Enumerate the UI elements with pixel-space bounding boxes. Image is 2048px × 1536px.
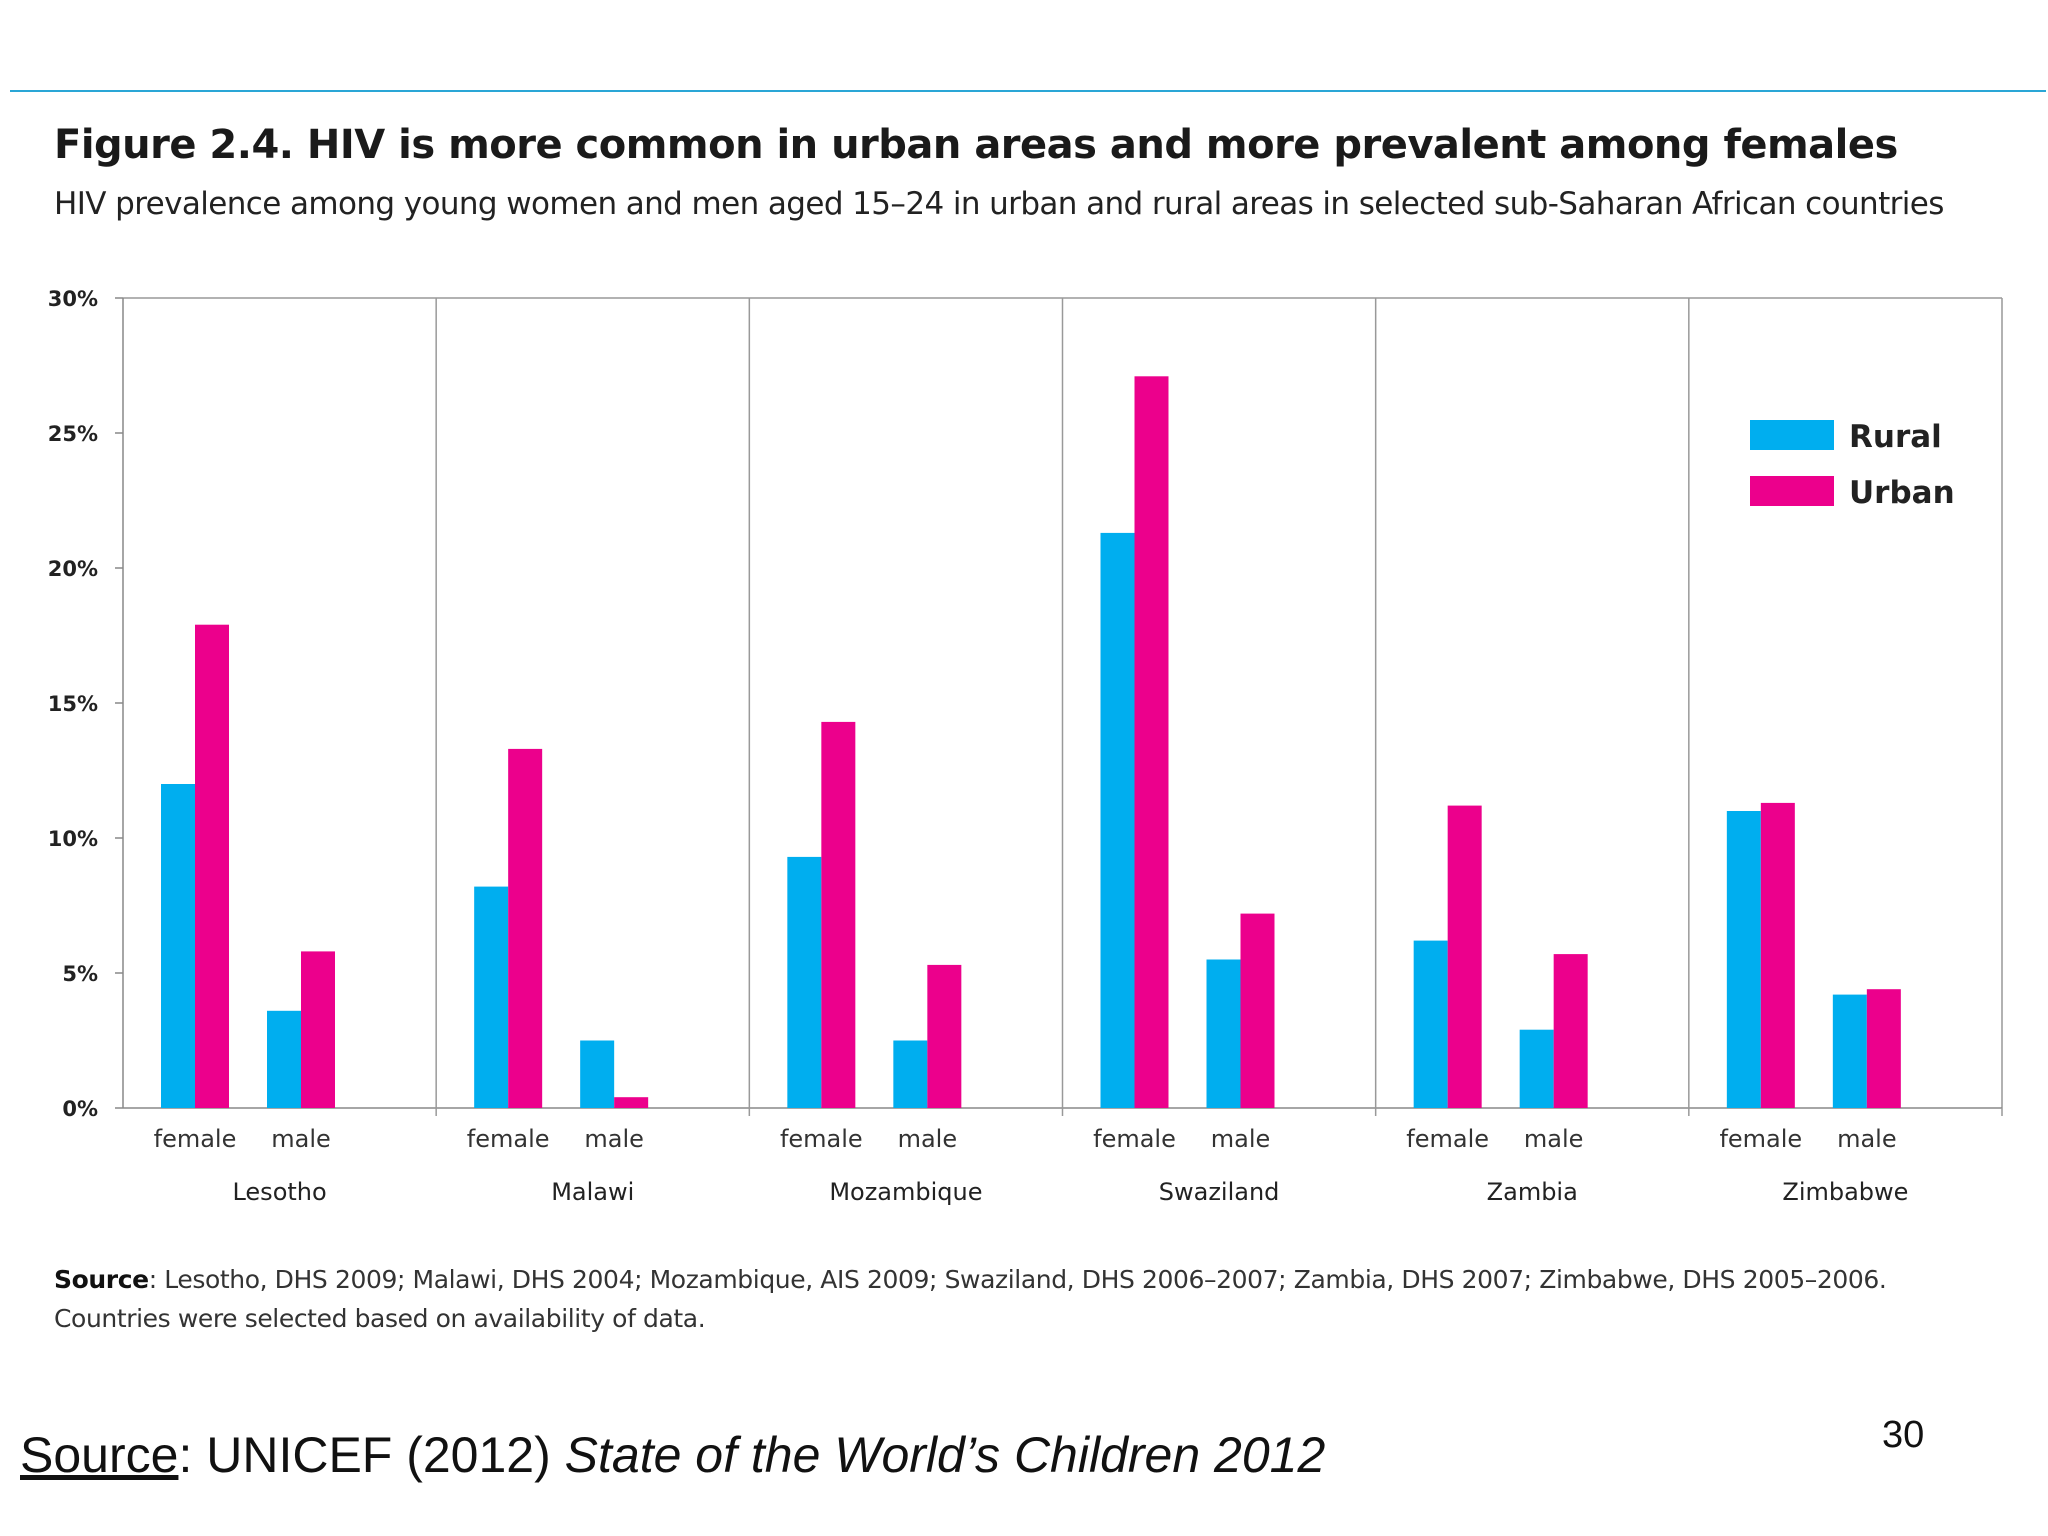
y-tick-label: 30% — [48, 287, 98, 311]
page-number: 30 — [1882, 1414, 1925, 1456]
y-tick-label: 5% — [62, 962, 98, 986]
bar-rural-lesotho-male — [267, 1010, 301, 1108]
bar-urban-malawi-female — [508, 748, 543, 1108]
bar-urban-lesotho-female — [195, 624, 229, 1108]
sub-category-label: female — [780, 1125, 863, 1153]
country-label: Swaziland — [1159, 1178, 1280, 1206]
country-label: Zambia — [1487, 1178, 1578, 1206]
bar-urban-zimbabwe-male — [1866, 989, 1901, 1108]
credit-label: Source — [20, 1427, 179, 1483]
figure-title: Figure 2.4. HIV is more common in urban … — [54, 122, 1898, 168]
country-label: Malawi — [551, 1178, 634, 1206]
country-label: Mozambique — [829, 1178, 982, 1206]
y-tick-label: 20% — [48, 557, 98, 581]
y-tick-label: 0% — [62, 1097, 98, 1121]
sub-category-label: male — [1211, 1125, 1271, 1153]
legend-label-urban: Urban — [1849, 475, 1955, 511]
bar-urban-zimbabwe-female — [1760, 802, 1795, 1108]
legend-swatch-rural — [1750, 420, 1834, 450]
bar-rural-zambia-male — [1519, 1029, 1554, 1108]
y-tick-label: 10% — [48, 827, 98, 851]
sub-category-label: female — [1406, 1125, 1489, 1153]
bar-rural-mozambique-female — [787, 856, 822, 1108]
bar-urban-zambia-male — [1553, 954, 1588, 1108]
sub-category-label: female — [467, 1125, 550, 1153]
sub-category-label: female — [154, 1125, 237, 1153]
bar-urban-lesotho-male — [301, 951, 335, 1108]
credit-prefix: : UNICEF (2012) — [178, 1427, 565, 1483]
bar-urban-swaziland-female — [1134, 376, 1169, 1108]
y-tick-label: 15% — [48, 692, 98, 716]
sub-category-label: female — [1093, 1125, 1176, 1153]
source-label: Source — [54, 1265, 149, 1294]
bar-urban-zambia-female — [1447, 805, 1482, 1108]
sub-category-label: male — [898, 1125, 958, 1153]
bar-urban-swaziland-male — [1240, 913, 1275, 1108]
credit-title: State of the World’s Children 2012 — [564, 1427, 1326, 1483]
source-text: : Lesotho, DHS 2009; Malawi, DHS 2004; M… — [148, 1265, 1887, 1294]
slide-credit: Source: UNICEF (2012) State of the World… — [20, 1426, 1325, 1484]
bar-urban-mozambique-female — [821, 721, 856, 1108]
bar-rural-mozambique-male — [893, 1040, 928, 1108]
source-citation: Source: Lesotho, DHS 2009; Malawi, DHS 2… — [54, 1265, 1887, 1294]
bar-urban-malawi-male — [614, 1097, 649, 1108]
country-label: Zimbabwe — [1782, 1178, 1908, 1206]
bar-rural-zimbabwe-female — [1726, 811, 1761, 1108]
sub-category-label: male — [584, 1125, 644, 1153]
bar-rural-swaziland-male — [1206, 959, 1241, 1108]
header-rule — [10, 90, 2046, 92]
bar-rural-malawi-male — [580, 1040, 615, 1108]
bar-rural-malawi-female — [474, 886, 509, 1108]
bar-chart: 0% 5% 10% 15% 20% 25% 30% female male Lesotho fema… — [48, 287, 2003, 1206]
y-tick-label: 25% — [48, 422, 98, 446]
legend-swatch-urban — [1750, 476, 1834, 506]
legend-label-rural: Rural — [1849, 419, 1942, 455]
bar-rural-swaziland-female — [1100, 532, 1135, 1108]
sub-category-label: male — [271, 1125, 331, 1153]
bar-rural-zimbabwe-male — [1832, 994, 1867, 1108]
source-note: Countries were selected based on availab… — [54, 1304, 706, 1333]
bar-urban-mozambique-male — [927, 964, 962, 1108]
bar-rural-lesotho-female — [161, 784, 195, 1108]
bar-rural-zambia-female — [1413, 940, 1448, 1108]
country-label: Lesotho — [232, 1178, 326, 1206]
figure-subtitle: HIV prevalence among young women and men… — [54, 186, 1944, 222]
sub-category-label: female — [1719, 1125, 1802, 1153]
sub-category-label: male — [1524, 1125, 1584, 1153]
sub-category-label: male — [1837, 1125, 1897, 1153]
